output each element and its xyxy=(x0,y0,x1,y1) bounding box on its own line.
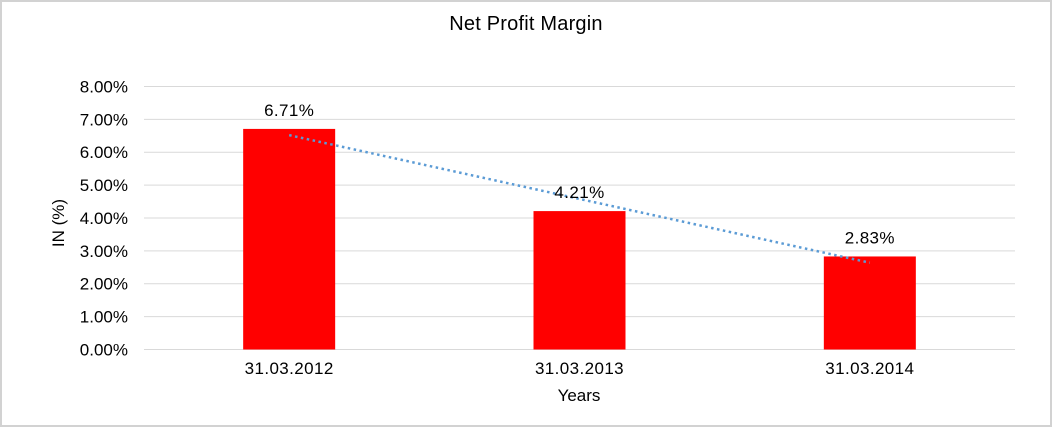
bar xyxy=(823,256,916,350)
x-axis-title: Years xyxy=(557,386,601,405)
x-tick-label: 31.03.2014 xyxy=(825,359,914,378)
y-tick-label: 4.00% xyxy=(80,209,128,228)
y-tick-label: 0.00% xyxy=(80,340,128,359)
bar-value-label: 6.71% xyxy=(264,101,314,120)
y-tick-label: 3.00% xyxy=(80,242,128,261)
y-tick-label: 7.00% xyxy=(80,110,128,129)
y-tick-label: 5.00% xyxy=(80,176,128,195)
x-tick-label: 31.03.2013 xyxy=(535,359,624,378)
y-tick-label: 1.00% xyxy=(80,308,128,327)
y-tick-label: 8.00% xyxy=(80,77,128,96)
bar-value-label: 4.21% xyxy=(554,183,604,202)
bar-value-label: 2.83% xyxy=(845,228,895,247)
y-tick-label: 6.00% xyxy=(80,143,128,162)
x-tick-label: 31.03.2012 xyxy=(245,359,334,378)
chart-title: Net Profit Margin xyxy=(449,13,603,35)
y-tick-label: 2.00% xyxy=(80,275,128,294)
bar xyxy=(243,128,336,350)
bar xyxy=(533,211,626,350)
